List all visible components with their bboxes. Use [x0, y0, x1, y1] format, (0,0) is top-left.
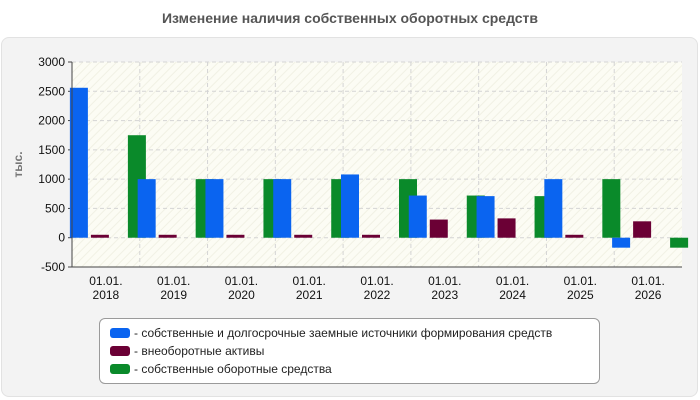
x-tick-label-line: 01.01.: [89, 274, 122, 288]
legend: - собственные и долгосрочные заемные ист…: [99, 318, 600, 384]
y-tick-label: 2500: [38, 84, 65, 98]
x-tick-label-line: 01.01.: [360, 274, 393, 288]
bar: [565, 234, 584, 238]
legend-label: - собственные и долгосрочные заемные ист…: [134, 326, 553, 340]
bar: [612, 237, 631, 248]
x-tick-label: 01.01. 2018: [89, 274, 122, 302]
bar: [226, 234, 245, 238]
plot-area: [72, 62, 682, 267]
bar: [429, 219, 448, 238]
legend-label: - собственные оборотные средства: [134, 362, 332, 376]
legend-item: - собственные оборотные средства: [110, 360, 599, 378]
legend-swatch: [110, 364, 130, 374]
x-tick-label: 01.01. 2025: [564, 274, 597, 302]
bar: [497, 218, 516, 238]
bar: [294, 234, 313, 238]
y-tick-label: 2000: [38, 114, 65, 128]
x-tick-label-line: 01.01.: [293, 274, 326, 288]
x-tick-label: 01.01. 2020: [225, 274, 258, 302]
x-tick-label: 01.01. 2021: [293, 274, 326, 302]
x-tick-label-line: 2024: [499, 288, 526, 302]
x-tick-label: 01.01. 2019: [157, 274, 190, 302]
bar: [544, 179, 563, 238]
x-tick-label-line: 2019: [160, 288, 187, 302]
x-tick-label-line: 2023: [431, 288, 458, 302]
x-tick-label-line: 01.01.: [631, 274, 664, 288]
legend-item: - внеоборотные активы: [110, 342, 599, 360]
bar: [90, 234, 109, 238]
y-tick-label: 1500: [38, 143, 65, 157]
x-tick-label-line: 01.01.: [428, 274, 461, 288]
x-tick-label-line: 01.01.: [157, 274, 190, 288]
legend-swatch: [110, 346, 130, 356]
y-tick-label: 1000: [38, 172, 65, 186]
bar: [158, 234, 177, 238]
bar: [408, 195, 427, 238]
bar: [69, 87, 88, 238]
legend-swatch: [110, 328, 130, 338]
legend-label: - внеоборотные активы: [134, 344, 265, 358]
bar: [205, 179, 224, 238]
x-tick-label: 01.01. 2024: [496, 274, 529, 302]
x-tick-label: 01.01. 2026: [631, 274, 664, 302]
bar: [602, 179, 621, 238]
bar: [476, 196, 495, 238]
legend-item: - собственные и долгосрочные заемные ист…: [110, 324, 599, 342]
y-axis-label: тыс.: [11, 151, 25, 177]
x-tick-label-line: 2018: [93, 288, 120, 302]
y-tick-label: 3000: [38, 55, 65, 69]
bar: [341, 174, 359, 238]
x-tick-label: 01.01. 2023: [428, 274, 461, 302]
y-tick-label: -500: [41, 260, 65, 274]
bar: [273, 179, 292, 238]
y-tick-label: 0: [58, 231, 65, 245]
y-tick-label: 500: [45, 201, 65, 215]
bar: [633, 221, 652, 238]
chart-title: Изменение наличия собственных оборотных …: [161, 10, 539, 26]
bar: [670, 237, 689, 248]
x-tick-label-line: 01.01.: [496, 274, 529, 288]
bar: [137, 179, 156, 238]
x-tick-label-line: 01.01.: [564, 274, 597, 288]
x-tick-label: 01.01. 2022: [360, 274, 393, 302]
x-tick-label-line: 2022: [364, 288, 391, 302]
x-tick-label-line: 2021: [296, 288, 323, 302]
x-tick-label-line: 2026: [635, 288, 662, 302]
x-tick-label-line: 2025: [567, 288, 594, 302]
bar: [362, 234, 380, 238]
x-tick-label-line: 2020: [228, 288, 255, 302]
x-tick-label-line: 01.01.: [225, 274, 258, 288]
